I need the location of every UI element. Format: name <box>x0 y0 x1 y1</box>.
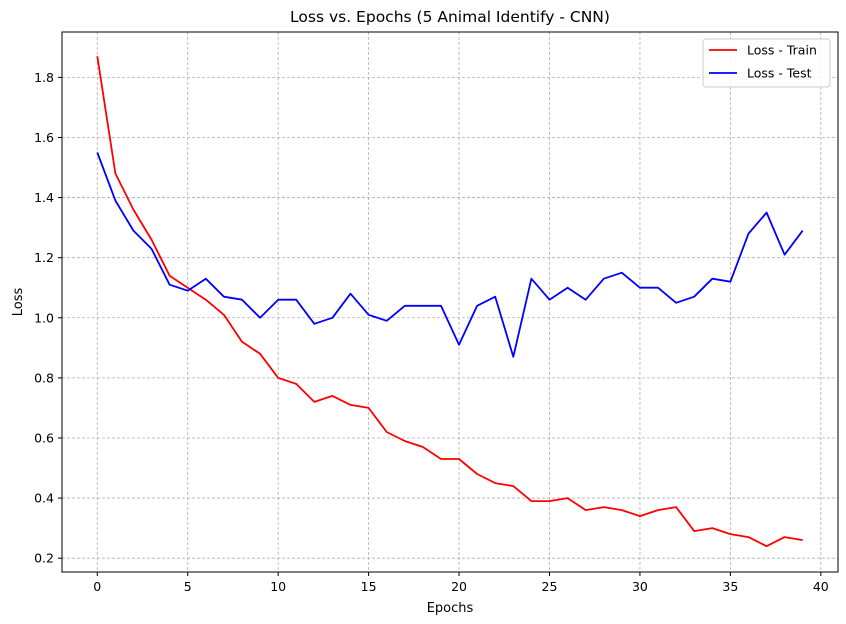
x-tick-label: 35 <box>722 579 738 594</box>
series-layer <box>96 56 804 548</box>
series-line-train <box>96 56 803 548</box>
y-tick-label: 1.2 <box>34 250 54 265</box>
y-axis-ticks: 0.2 0.4 0.6 0.8 1.0 1.2 1.4 1.6 1.8 <box>34 70 62 566</box>
x-tick-label: 15 <box>361 579 377 594</box>
x-axis-ticks: 0 5 10 15 20 25 30 35 40 <box>93 572 829 594</box>
x-tick-label: 20 <box>451 579 467 594</box>
chart-title: Loss vs. Epochs (5 Animal Identify - CNN… <box>290 8 610 26</box>
legend-label-train: Loss - Train <box>747 43 817 58</box>
x-axis-label: Epochs <box>427 601 474 616</box>
plot-frame <box>61 31 839 573</box>
y-tick-label: 1.8 <box>34 70 54 85</box>
x-tick-label: 10 <box>270 579 286 594</box>
legend: Loss - Train Loss - Test <box>702 38 831 88</box>
legend-label-test: Loss - Test <box>747 66 812 81</box>
series-line-test <box>96 152 804 358</box>
y-tick-label: 0.6 <box>34 430 54 445</box>
y-tick-label: 0.8 <box>34 370 54 385</box>
grid <box>62 32 838 572</box>
y-tick-label: 1.6 <box>34 130 54 145</box>
x-tick-label: 30 <box>632 579 648 594</box>
x-tick-label: 25 <box>542 579 558 594</box>
y-tick-label: 1.0 <box>34 310 54 325</box>
y-tick-label: 1.4 <box>34 190 54 205</box>
x-tick-label: 0 <box>93 579 101 594</box>
y-tick-label: 0.2 <box>34 551 54 566</box>
y-axis-label: Loss <box>11 288 26 317</box>
x-tick-label: 5 <box>184 579 192 594</box>
y-tick-label: 0.4 <box>34 491 54 506</box>
x-tick-label: 40 <box>813 579 829 594</box>
legend-box <box>702 38 831 88</box>
